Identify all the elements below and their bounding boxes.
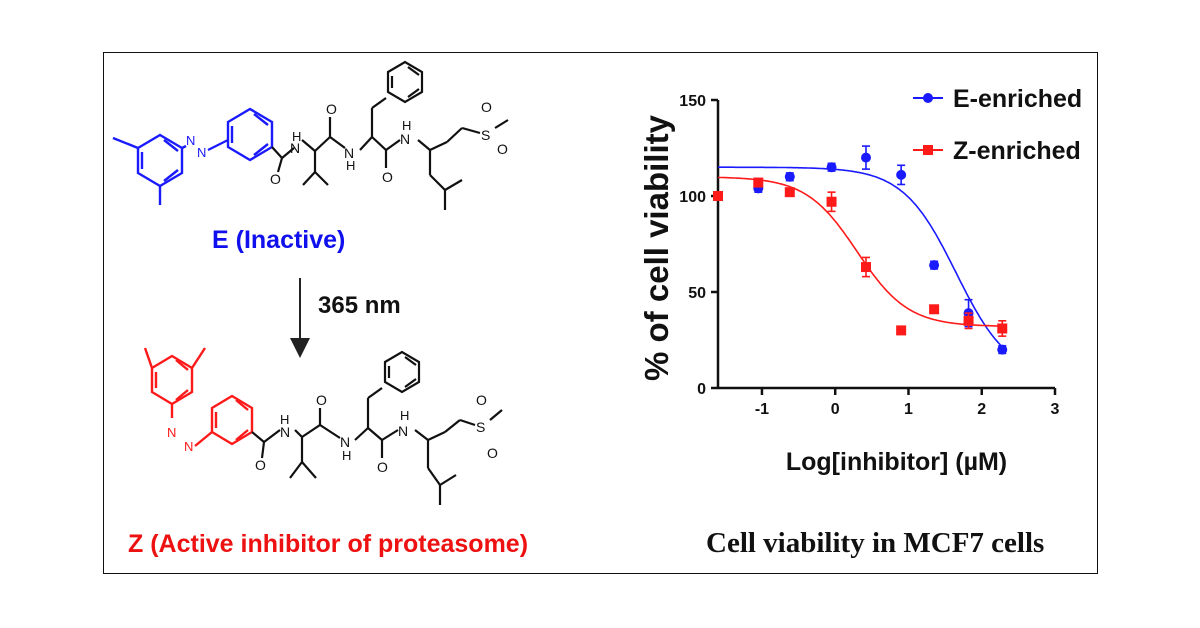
data-point-z — [826, 196, 837, 207]
data-point-e — [860, 152, 871, 163]
e-n3: N — [400, 131, 410, 147]
figure-caption: Cell viability in MCF7 cells — [706, 527, 1045, 559]
x-axis-label: Log[inhibitor] (µM) — [786, 448, 1007, 476]
z-phenyl-ring — [367, 350, 421, 399]
e-o3: O — [382, 169, 393, 185]
e-so2: O — [497, 141, 508, 157]
e-n2: N — [344, 145, 354, 161]
data-point-e — [784, 171, 795, 182]
x-tick-label: 0 — [831, 401, 840, 418]
z-nh3: H — [400, 408, 409, 423]
z-azo-n2: N — [184, 439, 193, 454]
data-point-e — [896, 169, 907, 180]
x-tick-label: -1 — [755, 401, 769, 418]
wavelength-label: 365 nm — [318, 292, 401, 319]
e-nh2: H — [346, 158, 355, 173]
z-so2: O — [487, 445, 498, 461]
data-point-e — [929, 260, 940, 271]
data-point-z — [784, 187, 795, 198]
legend-marker-e — [923, 93, 933, 103]
e-s: S — [481, 127, 490, 143]
e-azo-n2: N — [197, 145, 206, 160]
y-tick-label: 150 — [679, 93, 706, 110]
data-point-e — [997, 344, 1008, 355]
y-tick-label: 0 — [697, 381, 706, 398]
z-n3: N — [398, 423, 408, 439]
legend-label: E-enriched — [953, 85, 1082, 113]
y-tick-label: 100 — [679, 189, 706, 206]
e-o1: O — [270, 171, 281, 187]
z-dimethylphenyl-ring — [143, 347, 207, 418]
e-n1: N — [290, 140, 300, 156]
e-dimethylphenyl-ring — [112, 133, 187, 205]
e-nh3: H — [402, 118, 411, 133]
z-azo-n1: N — [167, 425, 176, 440]
z-s: S — [476, 419, 485, 435]
z-isomer-label: Z (Active inhibitor of proteasome) — [128, 530, 529, 558]
e-isomer-label: E (Inactive) — [212, 226, 346, 254]
z-o1: O — [255, 457, 266, 473]
z-so1: O — [476, 392, 487, 408]
fit-curve-z — [717, 176, 1003, 327]
e-isomer-structure: N N — [112, 60, 509, 210]
x-tick-label: 2 — [977, 401, 986, 418]
data-point-z — [963, 315, 974, 326]
y-tick-label: 50 — [688, 285, 706, 302]
data-point-z — [713, 191, 723, 201]
e-phenyl-ring — [371, 60, 424, 109]
e-nh1: H — [292, 129, 301, 144]
z-o2: O — [316, 392, 327, 408]
data-point-z — [860, 262, 871, 273]
data-point-z — [997, 323, 1008, 334]
z-o3: O — [377, 459, 388, 475]
data-point-z — [753, 177, 764, 188]
z-nh1: H — [280, 412, 289, 427]
fit-curve-e — [718, 166, 1003, 348]
y-axis-label: % of cell viability — [638, 114, 675, 381]
e-peptide-backbone — [271, 108, 509, 210]
data-point-z — [929, 304, 940, 315]
z-peptide-backbone — [251, 398, 503, 505]
data-point-e — [826, 162, 837, 173]
e-so1: O — [481, 99, 492, 115]
z-isomer-structure: N N — [143, 347, 503, 505]
z-n1: N — [280, 424, 290, 440]
e-o2: O — [326, 101, 337, 117]
e-azo-n1: N — [186, 133, 195, 148]
legend-label: Z-enriched — [953, 137, 1081, 165]
z-n2: N — [340, 434, 350, 450]
z-nh2: H — [342, 448, 351, 463]
x-tick-label: 3 — [1051, 401, 1060, 418]
data-point-z — [896, 325, 907, 336]
legend-marker-z — [923, 145, 933, 155]
x-tick-label: 1 — [904, 401, 913, 418]
